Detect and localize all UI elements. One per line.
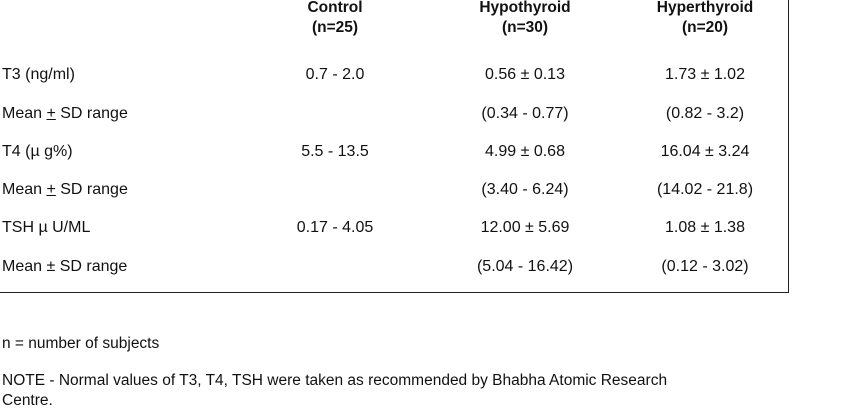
label-pre: Mean [2,105,47,122]
footnote-note-line2: Centre. [2,392,53,409]
footnote-note-line1: NOTE - Normal values of T3, T4, TSH were… [2,372,668,389]
header-control: Control (n=25) [255,0,415,38]
cell-t3-range-hypothyroid: (0.34 - 0.77) [481,105,569,122]
header-hypothyroid-n: (n=30) [501,19,549,36]
label-post: SD range [55,181,128,198]
cell-t4-hyperthyroid: 16.04 ± 3.24 [660,143,750,160]
header-hyperthyroid-name: Hyperthyroid [656,0,754,16]
cell-t3-hyperthyroid: 1.73 ± 1.02 [665,66,745,83]
cell-tsh-range-hypothyroid: (5.04 - 16.42) [476,258,574,275]
header-control-name: Control [307,0,363,16]
row-label-tsh: TSH µ U/ML [2,219,91,236]
cell-tsh-control: 0.17 - 4.05 [296,219,374,236]
label-plus-minus: + [46,181,56,198]
cell-t3-control: 0.7 - 2.0 [305,66,365,83]
header-hyperthyroid: Hyperthyroid (n=20) [630,0,780,38]
label-post: SD range [55,105,128,122]
cell-t3-range-hyperthyroid: (0.82 - 3.2) [665,105,745,122]
cell-t4-range-hypothyroid: (3.40 - 6.24) [481,181,569,198]
cell-t3-hypothyroid: 0.56 ± 0.13 [485,66,565,83]
cell-t4-hypothyroid: 4.99 ± 0.68 [485,143,565,160]
row-label-tsh-range: Mean ± SD range [2,258,128,275]
row-label-t3: T3 (ng/ml) [2,66,75,83]
cell-t4-control: 5.5 - 13.5 [301,143,369,160]
cell-tsh-range-hyperthyroid: (0.12 - 3.02) [661,258,749,275]
header-hyperthyroid-n: (n=20) [681,19,729,36]
row-label-t3-range: Mean + SD range [2,105,128,123]
cell-tsh-hypothyroid: 12.00 ± 5.69 [480,219,570,236]
cell-t4-range-hyperthyroid: (14.02 - 21.8) [656,181,754,198]
row-label-t4: T4 (µ g%) [2,143,73,160]
footnote-n-definition: n = number of subjects [2,335,160,352]
cell-tsh-hyperthyroid: 1.08 ± 1.38 [665,219,745,236]
header-hypothyroid-name: Hypothyroid [479,0,571,16]
header-control-n: (n=25) [311,19,359,36]
label-plus-minus: + [46,105,56,122]
results-table: Control (n=25) Hypothyroid (n=30) Hypert… [0,0,789,293]
row-label-t4-range: Mean + SD range [2,181,128,199]
label-pre: Mean [2,181,47,198]
header-hypothyroid: Hypothyroid (n=30) [445,0,605,38]
